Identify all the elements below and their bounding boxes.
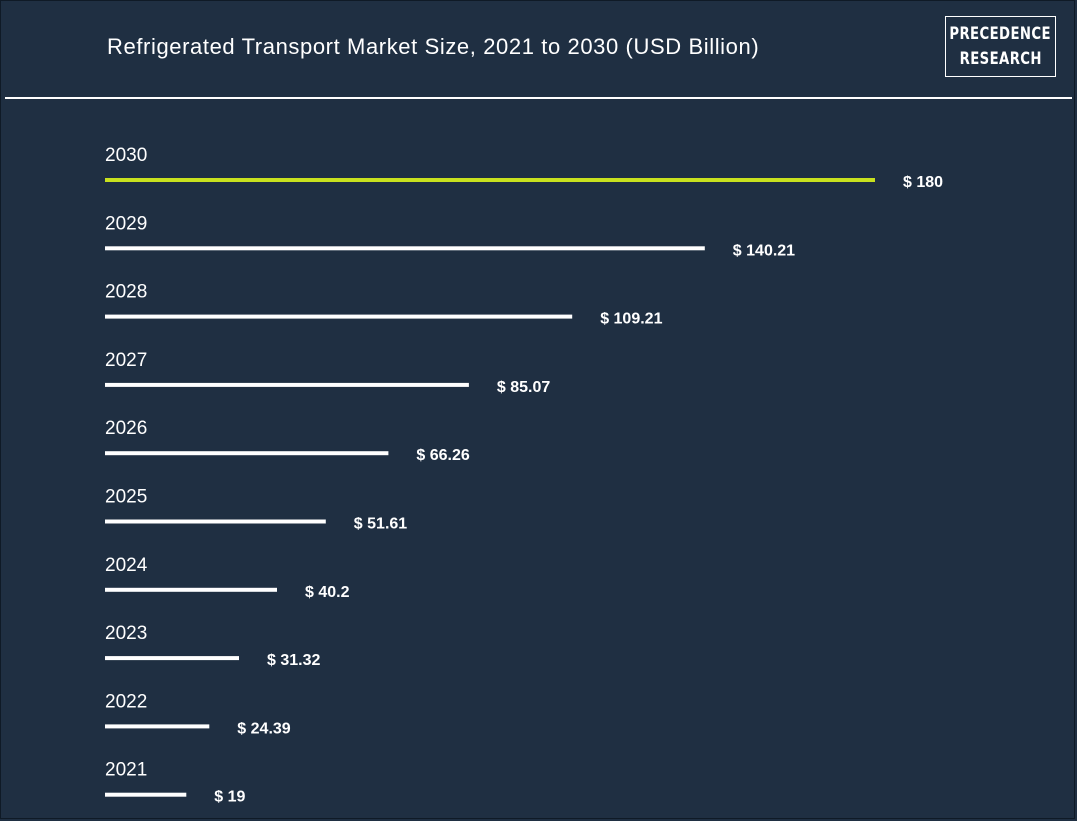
logo-line-2: RESEARCH [959,48,1042,69]
value-label: $ 40.2 [305,584,350,601]
bar [105,519,326,524]
chart-title: Refrigerated Transport Market Size, 2021… [107,34,760,59]
bar [105,178,875,182]
logo-line-1: PRECEDENCE [949,23,1052,44]
value-label: $ 109.21 [600,311,662,328]
bar [105,246,705,251]
value-label: $ 31.32 [267,652,320,669]
bar [105,656,239,661]
category-label: 2023 [105,623,147,644]
category-label: 2026 [105,418,147,439]
value-label: $ 24.39 [237,720,290,737]
value-label: $ 19 [214,789,245,806]
category-label: 2025 [105,487,147,508]
value-label: $ 85.07 [497,379,550,396]
bar [105,792,187,797]
bar [105,724,210,729]
category-label: 2030 [105,145,147,166]
category-label: 2028 [105,282,147,303]
category-label: 2021 [105,760,147,781]
value-label: $ 51.61 [354,516,407,533]
bar [105,314,573,319]
category-label: 2029 [105,213,147,234]
category-label: 2024 [105,555,148,576]
brand-logo: PRECEDENCE RESEARCH [945,16,1056,77]
category-label: 2022 [105,691,147,712]
value-label: $ 140.21 [733,242,795,259]
bar [105,451,389,456]
bar [105,382,469,387]
bar [105,587,277,592]
category-label: 2027 [105,350,147,371]
value-label: $ 180 [903,174,943,191]
value-label: $ 66.26 [416,447,469,464]
header-divider [5,97,1072,99]
